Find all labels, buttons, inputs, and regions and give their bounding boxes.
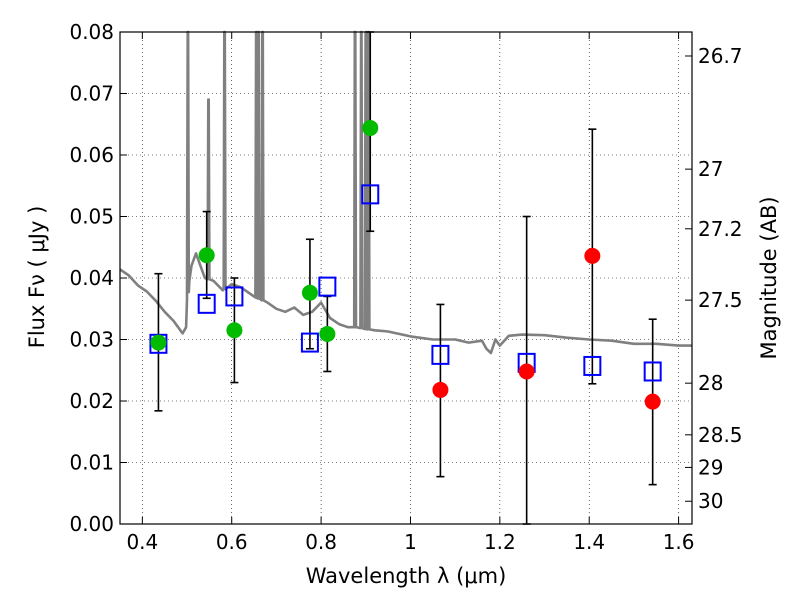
model-flux-square — [583, 355, 602, 376]
detected-flux-point — [198, 247, 215, 264]
nondetected-flux-point — [584, 247, 601, 264]
model-flux-square — [197, 293, 216, 314]
y-tick-label: 0.07 — [69, 82, 114, 106]
y-tick-label: 0.04 — [69, 266, 114, 290]
model-flux-square — [431, 344, 450, 365]
y-tick-label: 0.03 — [69, 328, 114, 352]
y-tick-label: 0.05 — [69, 205, 114, 229]
y2-tick-label: 30 — [698, 489, 723, 513]
y-tick-label: 0.00 — [69, 512, 114, 536]
nondetected-flux-point — [518, 363, 535, 380]
model-spectrum — [119, 30, 692, 355]
x-axis-title: Wavelength λ (μm) — [306, 564, 507, 588]
detected-flux-point — [319, 325, 336, 342]
y-tick-label: 0.08 — [69, 20, 114, 44]
model-flux-square — [300, 332, 319, 353]
y2-tick-label: 27 — [698, 157, 723, 181]
model-spectrum-line — [119, 30, 692, 355]
y-tick-label: 0.01 — [69, 451, 114, 475]
detected-flux-point — [301, 284, 318, 301]
x-tick-label: 1.2 — [484, 530, 516, 554]
y2-tick-label: 26.7 — [698, 44, 743, 68]
model-flux-square — [225, 286, 244, 307]
model-photometry-squares — [149, 184, 662, 382]
nondetected-flux-point — [432, 381, 449, 398]
detected-flux-point — [150, 334, 167, 351]
x-tick-label: 1.4 — [573, 530, 605, 554]
model-flux-square — [361, 184, 380, 205]
y2-tick-label: 28.5 — [698, 423, 743, 447]
y-tick-label: 0.06 — [69, 143, 114, 167]
observed-photometry-points — [150, 119, 661, 410]
x-tick-label: 0.4 — [126, 530, 158, 554]
y2-axis-title: Magnitude (AB) — [757, 196, 781, 359]
y2-tick-label: 27.5 — [698, 288, 743, 312]
axis-ticks: 0.4 0.6 0.8 1 1.2 1.4 1.6 0.00 0.01 0.02 0.03 0.04 0… — [69, 20, 742, 554]
y2-tick-label: 29 — [698, 455, 723, 479]
x-tick-label: 0.8 — [305, 530, 337, 554]
detected-flux-point — [362, 119, 379, 136]
x-tick-label: 1 — [404, 530, 417, 554]
y-tick-label: 0.02 — [69, 389, 114, 413]
x-tick-label: 0.6 — [216, 530, 248, 554]
model-flux-square — [643, 361, 662, 382]
model-flux-square — [318, 276, 337, 297]
y2-tick-label: 27.2 — [698, 217, 743, 241]
detected-flux-point — [226, 322, 243, 339]
y-axis-title: Flux Fν ( μJy ) — [25, 206, 49, 349]
y2-tick-label: 28 — [698, 371, 723, 395]
error-bars — [154, 31, 657, 525]
x-tick-label: 1.6 — [663, 530, 695, 554]
nondetected-flux-point — [644, 393, 661, 410]
